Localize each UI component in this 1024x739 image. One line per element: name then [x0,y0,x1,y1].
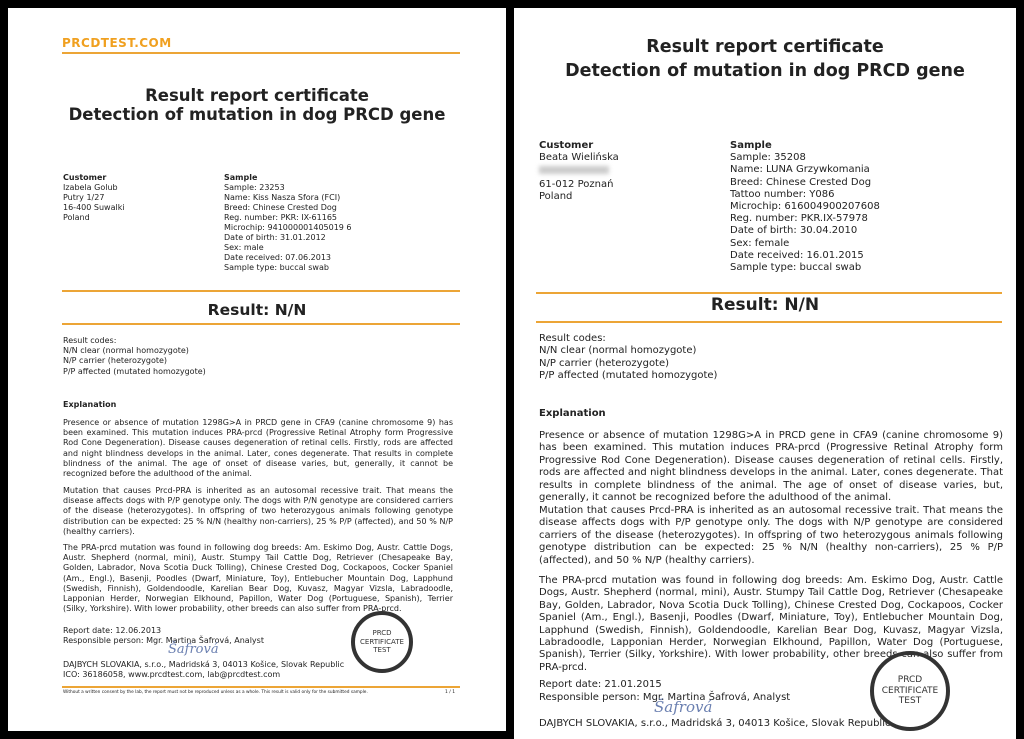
code-item: P/P affected (mutated homozygote) [539,370,718,382]
report-date: Report date: 12.06.2013 [63,626,162,635]
result-divider-top [62,290,460,292]
sample-line: Sample type: buccal swab [730,262,862,274]
sample-line: Sex: male [224,243,264,252]
signature: Šafrová [168,642,219,657]
code-item: N/N clear (normal homozygote) [539,345,697,357]
explanation-heading: Explanation [539,408,606,419]
certificate-stamp: PRCD CERTIFICATE TEST [351,611,413,673]
title-line-2: Detection of mutation in dog PRCD gene [565,61,965,81]
stamp-text: CERTIFICATE [881,685,939,696]
code-item: N/N clear (normal homozygote) [63,346,189,356]
sample-line: Date received: 07.06.2013 [224,253,332,262]
certificate-stamp: PRCD CERTIFICATE TEST [870,651,950,731]
result-codes: Result codes: N/N clear (normal homozygo… [63,336,206,377]
explanation-paragraph: Presence or absence of mutation 1298G>A … [63,418,453,479]
customer-block: Customer Beata Wielińska 61-012 Poznań P… [539,140,619,203]
redacted-address [539,164,619,178]
stamp-text: PRCD [897,674,923,685]
code-item: P/P affected (mutated homozygote) [63,366,206,376]
result-heading: Result: N/N [710,295,820,315]
customer-line: Poland [539,190,573,202]
customer-line: Poland [63,213,90,222]
stamp-text: TEST [898,696,922,707]
sample-line: Microchip: 941000001405019 6 [224,223,352,232]
sample-line: Date of birth: 30.04.2010 [730,225,858,237]
signature: Šafrová [654,698,713,716]
page-number: 1 / 1 [445,690,456,695]
sample-line: Sex: female [730,237,790,249]
codes-label: Result codes: [539,333,606,344]
company-contact: ICO: 36186058, www.prcdtest.com, lab@prc… [63,670,281,679]
prcdtest-logo: PRCDTEST.COM [62,36,172,50]
result-heading: Result: N/N [207,301,307,319]
result-codes: Result codes: N/N clear (normal homozygo… [539,333,717,383]
company-address: DAJBYCH SLOVAKIA, s.r.o., Madridská 3, 0… [539,718,891,729]
report-date: Report date: 21.01.2015 [539,679,662,690]
sample-line: Sample: 35208 [730,152,806,164]
stamp-text: PRCD [372,629,392,638]
sample-line: Breed: Chinese Crested Dog [730,176,872,188]
certificate-right: Result report certificate Detection of m… [514,8,1016,739]
sample-line: Date of birth: 31.01.2012 [224,233,326,242]
sample-line: Microchip: 616004900207608 [730,201,880,213]
sample-line: Reg. number: PKR: IX-61165 [224,213,338,222]
company-address: DAJBYCH SLOVAKIA, s.r.o., Madridská 3, 0… [63,660,345,669]
sample-line: Breed: Chinese Crested Dog [224,203,337,212]
stamp-text: CERTIFICATE [360,637,404,646]
sample-block: Sample Sample: 35208 Name: LUNA Grzywkom… [730,140,880,274]
stamp-text: TEST [373,646,391,655]
title-line-2: Detection of mutation in dog PRCD gene [68,105,446,124]
sample-line: Sample: 23253 [224,183,285,192]
responsible-person: Responsible person: Mgr. Martina Šafrová… [63,636,264,645]
customer-line: Izabela Golub [63,183,118,192]
customer-line: Putry 1/27 [63,193,105,202]
customer-heading: Customer [63,173,107,182]
sample-line: Tattoo number: Y086 [730,188,835,200]
explanation-paragraph: Mutation that causes Prcd-PRA is inherit… [63,486,453,536]
customer-block: Customer Izabela Golub Putry 1/27 16-400… [63,173,125,223]
code-item: N/P carrier (heterozygote) [63,356,168,366]
customer-line: 16-400 Suwalki [63,203,125,212]
sample-line: Name: Kiss Nasza Sfora (FCI) [224,193,341,202]
sample-block: Sample Sample: 23253 Name: Kiss Nasza Sf… [224,173,352,273]
explanation-paragraph: The PRA-prcd mutation was found in follo… [539,575,1003,673]
footer-divider [62,686,460,688]
sample-heading: Sample [730,140,772,151]
sample-line: Sample type: buccal swab [224,263,329,272]
certificate-left: PRCDTEST.COM Result report certificate D… [8,8,506,731]
sample-line: Reg. number: PKR.IX-57978 [730,213,868,225]
codes-label: Result codes: [63,336,117,345]
footer-disclaimer: Without a written consent by the lab, th… [63,690,368,695]
result-divider-bottom [536,321,1002,323]
explanation-paragraph: Mutation that causes Prcd-PRA is inherit… [539,505,1003,566]
customer-line: Beata Wielińska [539,152,619,164]
code-item: N/P carrier (heterozygote) [539,357,670,369]
explanation-heading: Explanation [63,400,117,409]
explanation-paragraph: Presence or absence of mutation 1298G>A … [539,430,1003,504]
sample-heading: Sample [224,173,258,182]
result-divider-top [536,292,1002,294]
title-line-1: Result report certificate [145,86,369,105]
sample-line: Name: LUNA Grzywkomania [730,164,870,176]
sample-line: Date received: 16.01.2015 [730,249,864,261]
explanation-paragraph: The PRA-prcd mutation was found in follo… [63,543,453,614]
responsible-person: Responsible person: Mgr. Martina Šafrová… [539,692,791,703]
header-divider [62,52,460,54]
result-divider-bottom [62,323,460,325]
customer-line: 61-012 Poznań [539,178,614,190]
title-line-1: Result report certificate [646,37,884,57]
customer-heading: Customer [539,140,594,151]
